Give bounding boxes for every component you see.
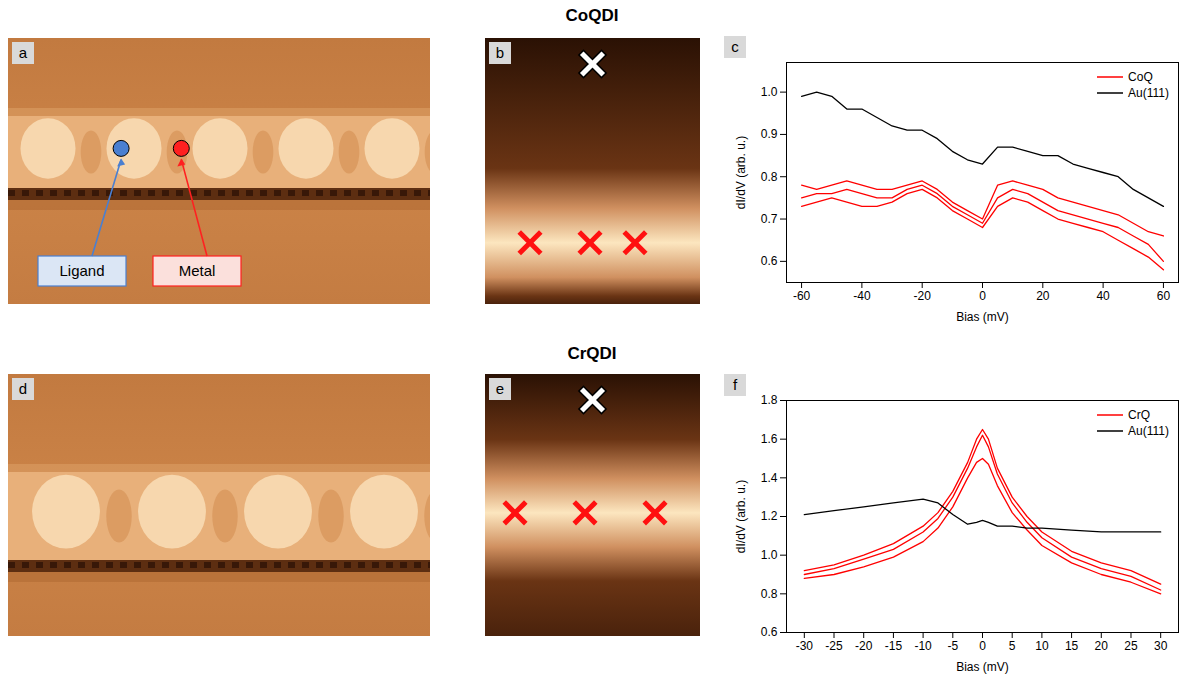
html-text:b: b [495,44,505,61]
svg-text:0.7: 0.7 [761,212,778,226]
svg-text:0: 0 [979,289,986,303]
svg-text:1.0: 1.0 [761,85,778,99]
html-text:CrQ: CrQ [1128,408,1151,422]
html-text:CrQDI: CrQDI [567,344,617,363]
svg-text:-60: -60 [793,289,811,303]
svg-text:-10: -10 [914,639,932,653]
svg-text:-15: -15 [885,639,903,653]
svg-text:25: 25 [1124,639,1138,653]
svg-text:0.9: 0.9 [761,127,778,141]
svg-text:-25: -25 [825,639,843,653]
svg-text:30: 30 [1154,639,1168,653]
svg-text:-20: -20 [855,639,873,653]
svg-text:0.6: 0.6 [761,625,778,639]
svg-text:-5: -5 [947,639,958,653]
svg-text:1.6: 1.6 [761,432,778,446]
svg-text:1.0: 1.0 [761,548,778,562]
svg-text:dI/dV (arb. u.): dI/dV (arb. u.) [734,136,748,209]
svg-text:0.8: 0.8 [761,170,778,184]
svg-text:Bias (mV): Bias (mV) [956,310,1009,324]
svg-text:10: 10 [1035,639,1049,653]
svg-text:-40: -40 [853,289,871,303]
svg-text:-30: -30 [796,639,814,653]
svg-text:0.6: 0.6 [761,254,778,268]
html-text:CoQDI: CoQDI [565,6,619,25]
svg-text:20: 20 [1095,639,1109,653]
svg-text:1.8: 1.8 [761,393,778,407]
svg-text:1.2: 1.2 [761,509,778,523]
svg-text:-20: -20 [914,289,932,303]
svg-text:0: 0 [979,639,986,653]
svg-text:60: 60 [1157,289,1171,303]
html-text:c: c [731,38,739,55]
svg-text:40: 40 [1096,289,1110,303]
svg-text:dI/dV (arb. u.): dI/dV (arb. u.) [734,480,748,553]
html-text:CoQ: CoQ [1128,70,1153,84]
svg-text:Metal: Metal [179,262,216,279]
svg-text:1.4: 1.4 [761,471,778,485]
svg-text:0.8: 0.8 [761,587,778,601]
svg-text:15: 15 [1065,639,1079,653]
svg-text:Bias (mV): Bias (mV) [956,660,1009,674]
svg-text:20: 20 [1036,289,1050,303]
html-text:f: f [732,376,738,393]
html-text:a: a [18,44,28,61]
svg-text:5: 5 [1009,639,1016,653]
html-text:Au(111): Au(111) [1128,86,1169,100]
svg-text:Ligand: Ligand [59,262,104,279]
html-text:Au(111): Au(111) [1128,424,1169,438]
html-text:d: d [18,380,28,397]
html-text:e: e [495,380,505,397]
